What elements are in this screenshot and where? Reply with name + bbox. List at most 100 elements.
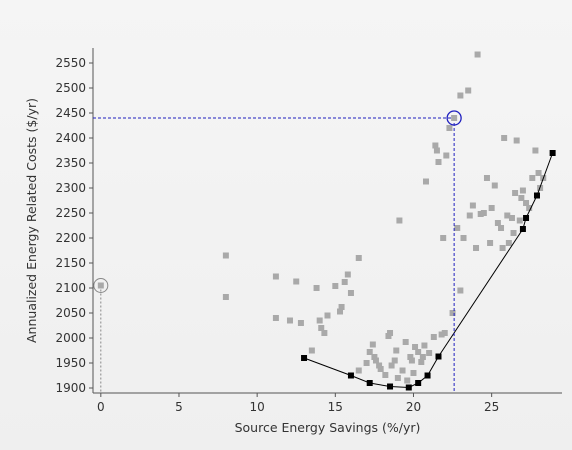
data-point[interactable]	[222, 294, 229, 300]
data-point[interactable]	[355, 367, 362, 374]
frontier-point[interactable]	[301, 355, 308, 361]
data-point[interactable]	[513, 137, 520, 144]
data-point[interactable]	[393, 347, 400, 354]
data-point[interactable]	[341, 279, 348, 285]
data-point[interactable]	[286, 317, 293, 324]
frontier-point[interactable]	[533, 192, 540, 199]
data-point[interactable]	[501, 135, 508, 141]
data-point[interactable]	[408, 357, 415, 364]
data-point[interactable]	[508, 215, 515, 221]
data-point[interactable]	[376, 362, 383, 369]
data-point[interactable]	[465, 87, 472, 94]
data-point[interactable]	[272, 273, 279, 280]
data-point[interactable]	[494, 220, 501, 226]
data-point[interactable]	[516, 217, 523, 224]
data-point[interactable]	[308, 347, 315, 354]
data-point[interactable]	[415, 349, 422, 355]
frontier-point[interactable]	[347, 372, 354, 379]
data-point[interactable]	[510, 230, 517, 236]
data-point[interactable]	[394, 375, 401, 381]
frontier-point[interactable]	[424, 372, 431, 379]
data-point[interactable]	[483, 175, 490, 181]
data-point[interactable]	[469, 202, 476, 209]
data-point[interactable]	[532, 147, 539, 154]
data-point[interactable]	[438, 331, 445, 338]
data-point[interactable]	[402, 339, 409, 345]
frontier-point[interactable]	[549, 150, 556, 156]
data-point[interactable]	[363, 360, 370, 366]
data-point[interactable]	[366, 349, 373, 355]
data-point[interactable]	[318, 325, 325, 331]
baseline-point[interactable]	[97, 282, 104, 289]
data-point[interactable]	[457, 287, 464, 294]
data-point[interactable]	[338, 304, 345, 310]
frontier-point[interactable]	[415, 380, 422, 386]
data-point[interactable]	[466, 212, 473, 219]
data-point[interactable]	[433, 147, 440, 154]
data-point[interactable]	[473, 245, 480, 251]
data-point[interactable]	[529, 175, 536, 181]
data-point[interactable]	[421, 342, 428, 349]
data-point[interactable]	[371, 354, 378, 360]
data-point[interactable]	[388, 362, 395, 369]
data-point[interactable]	[422, 178, 429, 185]
data-point[interactable]	[391, 357, 398, 364]
data-point[interactable]	[432, 142, 439, 149]
data-point[interactable]	[449, 310, 456, 316]
data-point[interactable]	[399, 367, 406, 374]
frontier-point[interactable]	[435, 353, 442, 360]
data-point[interactable]	[313, 285, 320, 291]
data-point[interactable]	[504, 212, 511, 219]
data-point[interactable]	[272, 315, 279, 321]
data-point[interactable]	[355, 255, 362, 261]
data-point[interactable]	[293, 278, 300, 285]
data-point[interactable]	[535, 170, 542, 176]
data-point[interactable]	[387, 330, 394, 336]
data-point[interactable]	[505, 240, 512, 246]
data-point[interactable]	[488, 205, 495, 211]
data-point[interactable]	[377, 366, 384, 372]
data-point[interactable]	[426, 350, 433, 356]
frontier-point[interactable]	[405, 384, 412, 391]
selected-point[interactable]	[451, 115, 458, 121]
data-point[interactable]	[454, 225, 461, 231]
data-point[interactable]	[491, 182, 498, 189]
data-point[interactable]	[222, 252, 229, 259]
data-point[interactable]	[441, 330, 448, 336]
data-point[interactable]	[382, 372, 389, 378]
data-point[interactable]	[443, 152, 450, 159]
data-point[interactable]	[344, 271, 351, 278]
data-point[interactable]	[526, 205, 533, 211]
data-point[interactable]	[372, 357, 379, 364]
data-point[interactable]	[474, 51, 481, 58]
data-point[interactable]	[498, 225, 505, 231]
data-point[interactable]	[419, 354, 426, 360]
data-point[interactable]	[523, 200, 530, 206]
data-point[interactable]	[440, 235, 447, 241]
data-point[interactable]	[518, 195, 525, 201]
data-point[interactable]	[446, 125, 453, 131]
data-point[interactable]	[487, 240, 494, 246]
data-point[interactable]	[457, 92, 464, 99]
data-point[interactable]	[519, 187, 526, 194]
data-point[interactable]	[407, 354, 414, 360]
data-point[interactable]	[404, 377, 411, 384]
frontier-point[interactable]	[519, 226, 526, 232]
data-point[interactable]	[512, 190, 519, 196]
data-point[interactable]	[435, 159, 442, 165]
data-point[interactable]	[337, 308, 344, 315]
frontier-point[interactable]	[366, 380, 373, 386]
data-point[interactable]	[396, 217, 403, 224]
data-point[interactable]	[460, 235, 467, 241]
data-point[interactable]	[412, 344, 419, 350]
data-point[interactable]	[480, 210, 487, 216]
frontier-point[interactable]	[523, 215, 530, 221]
data-point[interactable]	[369, 341, 376, 348]
data-point[interactable]	[297, 320, 304, 326]
data-point[interactable]	[477, 211, 484, 217]
data-point[interactable]	[321, 330, 328, 336]
data-point[interactable]	[347, 290, 354, 296]
data-point[interactable]	[316, 317, 323, 324]
data-point[interactable]	[324, 312, 331, 319]
data-point[interactable]	[430, 334, 437, 340]
